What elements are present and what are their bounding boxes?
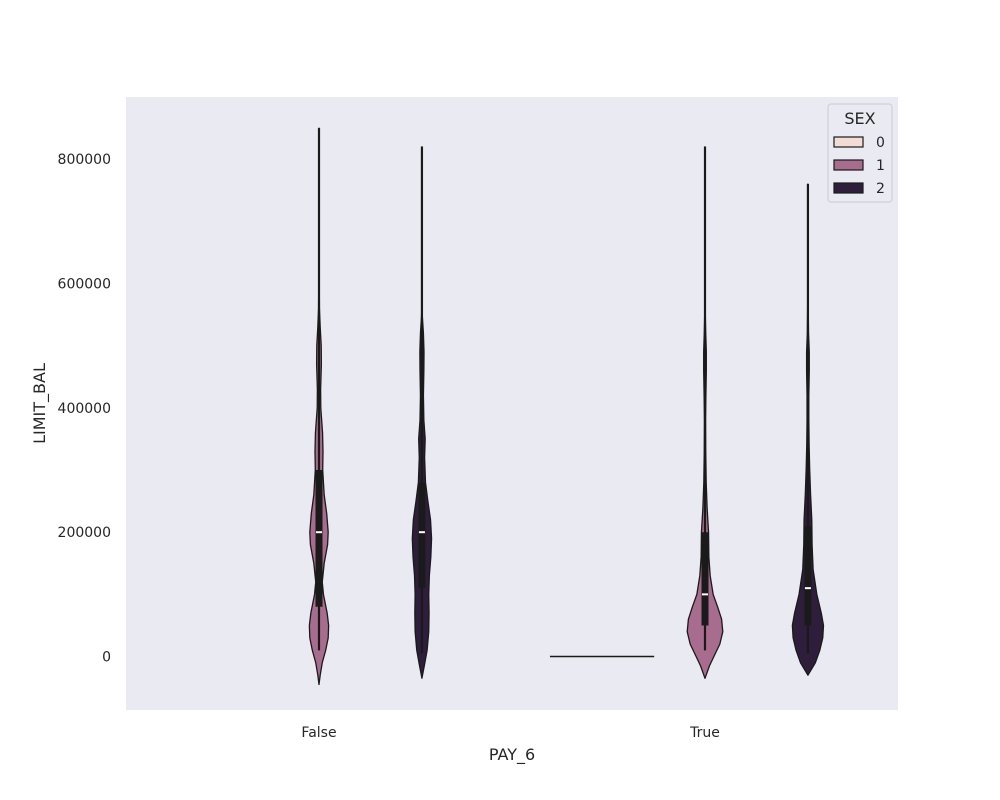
legend-swatch-0	[833, 136, 864, 148]
y-tick-label: 800000	[58, 152, 111, 168]
legend-swatch-1	[833, 159, 864, 171]
x-axis-ticks: False True	[301, 725, 719, 741]
y-axis-ticks: 0 200000 400000 600000 800000	[58, 152, 111, 665]
x-axis-label: PAY_6	[489, 745, 535, 765]
x-tick-label: True	[689, 725, 720, 741]
legend-title: SEX	[844, 109, 875, 128]
legend-label-0: 0	[876, 135, 885, 151]
legend-swatch-2	[833, 182, 864, 194]
violin-group	[308, 127, 825, 686]
legend: SEX 0 1 2	[827, 103, 893, 203]
legend-label-2: 2	[876, 181, 885, 197]
plot-area	[126, 97, 898, 710]
y-tick-label: 200000	[58, 525, 111, 541]
legend-entries: 0 1 2	[833, 135, 885, 197]
y-tick-label: 600000	[58, 277, 111, 293]
y-tick-label: 0	[102, 650, 111, 666]
y-tick-label: 400000	[58, 401, 111, 417]
legend-box	[827, 103, 893, 203]
y-axis-label: LIMIT_BAL	[30, 363, 50, 444]
legend-label-1: 1	[876, 158, 885, 174]
x-tick-label: False	[301, 725, 336, 741]
